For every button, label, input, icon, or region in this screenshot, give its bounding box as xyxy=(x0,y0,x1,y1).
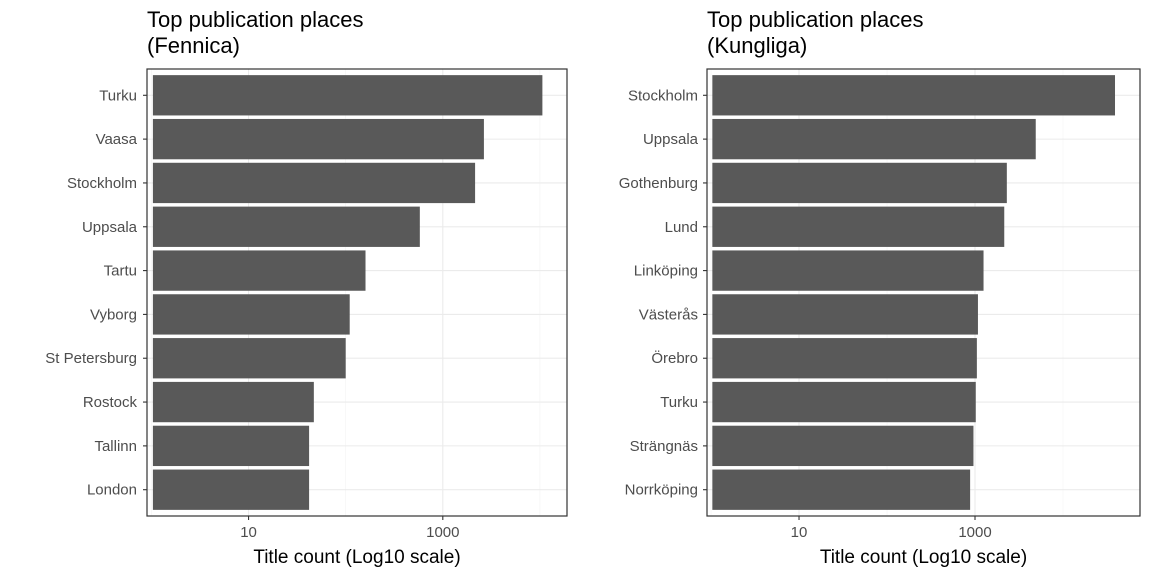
bar-tallinn xyxy=(152,425,310,467)
y-tick-label: London xyxy=(87,482,137,499)
y-tick-label: Norrköping xyxy=(625,482,698,499)
x-axis-title: Title count (Log10 scale) xyxy=(820,547,1027,568)
bar-st-petersburg xyxy=(152,338,346,379)
bar-str-ngn-s xyxy=(712,425,974,467)
bar-gothenburg xyxy=(712,162,1007,204)
x-tick-label: 1000 xyxy=(958,524,991,541)
bar-london xyxy=(152,469,310,510)
chart-title-line-2: (Fennica) xyxy=(147,33,240,58)
chart-panel-2: Top publication places(Kungliga) Stockhol… xyxy=(619,7,1141,568)
y-tick-label: Uppsala xyxy=(82,219,138,236)
chart-title-line-1: Top publication places xyxy=(707,7,923,32)
y-tick-label: Uppsala xyxy=(643,131,699,148)
bar-turku xyxy=(152,75,543,116)
bar-norrk-ping xyxy=(712,469,971,510)
y-tick-label: Linköping xyxy=(634,263,698,280)
chart-title-line-1: Top publication places xyxy=(147,7,363,32)
y-tick-label: Turku xyxy=(660,394,698,411)
x-tick-label: 10 xyxy=(240,524,257,541)
bar-vyborg xyxy=(152,294,350,335)
chart-panel-1: Top publication places(Fennica) Turku Vaas… xyxy=(45,7,568,568)
bar-vaasa xyxy=(152,118,484,160)
x-tick-label: 10 xyxy=(791,524,808,541)
y-tick-label: Tartu xyxy=(104,263,137,280)
bar-rostock xyxy=(152,381,314,423)
bar-v-ster-s xyxy=(712,294,978,335)
y-tick-label: Västerås xyxy=(639,306,698,323)
y-tick-label: Turku xyxy=(99,87,137,104)
chart-title-line-2: (Kungliga) xyxy=(707,33,807,58)
bar-uppsala xyxy=(712,118,1036,160)
y-tick-label: Tallinn xyxy=(94,438,137,455)
y-tick-label: Gothenburg xyxy=(619,175,698,192)
y-tick-label: Lund xyxy=(665,219,698,236)
x-axis-title: Title count (Log10 scale) xyxy=(253,547,460,568)
bar-tartu xyxy=(152,250,366,291)
x-tick-label: 1000 xyxy=(426,524,459,541)
panel-border xyxy=(706,68,1141,517)
y-tick-label: St Petersburg xyxy=(45,350,137,367)
y-tick-label: Rostock xyxy=(83,394,138,411)
bar-uppsala xyxy=(152,206,420,247)
bar-turku xyxy=(712,381,976,423)
y-tick-label: Stockholm xyxy=(628,87,698,104)
y-tick-label: Örebro xyxy=(651,349,698,367)
bar-stockholm xyxy=(712,75,1116,116)
bar-link-ping xyxy=(712,250,984,291)
panel-border xyxy=(146,68,568,517)
bar-lund xyxy=(712,206,1005,247)
bar--rebro xyxy=(712,338,977,379)
bar-stockholm xyxy=(152,162,476,204)
y-tick-label: Stockholm xyxy=(67,175,137,192)
y-tick-label: Vyborg xyxy=(90,306,137,323)
y-tick-label: Vaasa xyxy=(96,131,138,148)
y-tick-label: Strängnäs xyxy=(630,438,698,455)
